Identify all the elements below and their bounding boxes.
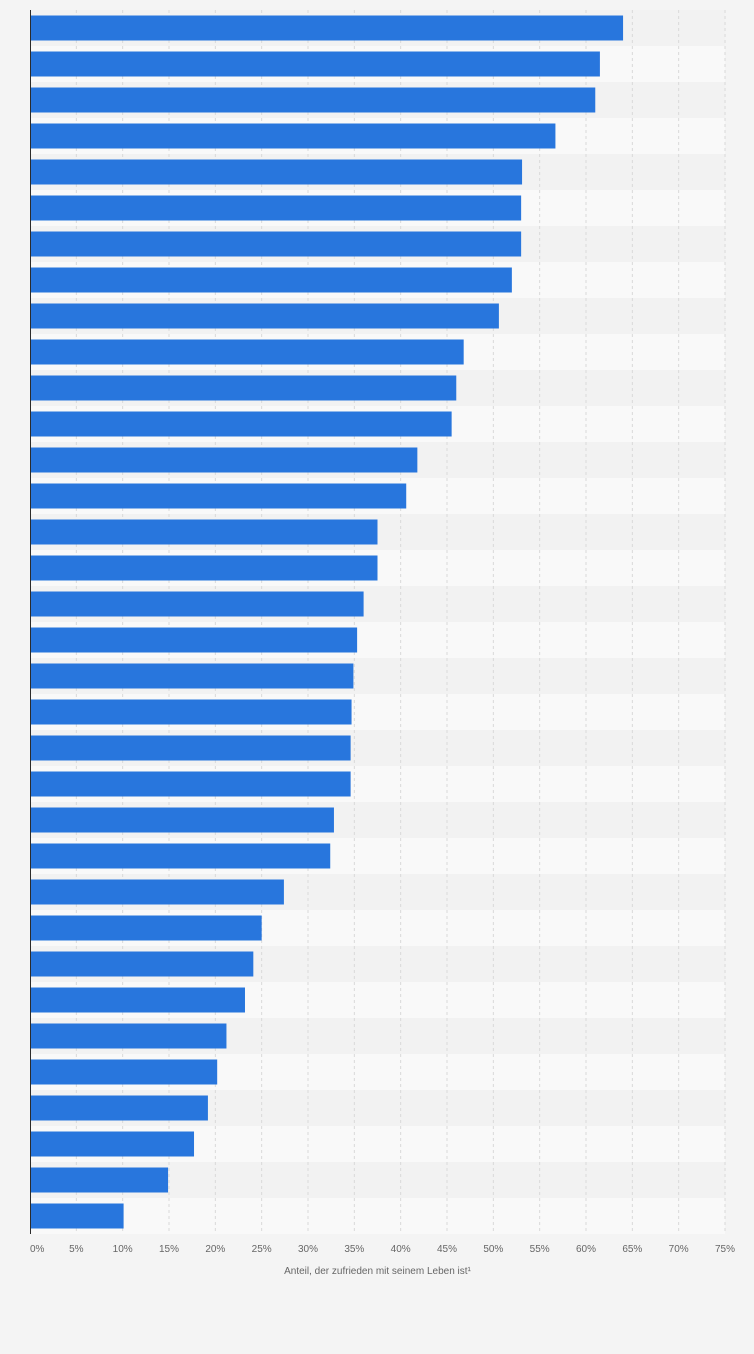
- bar: [30, 303, 499, 329]
- x-tick-label: 50%: [483, 1244, 503, 1255]
- bar: [30, 1095, 208, 1121]
- bar: [30, 159, 523, 185]
- row-bands: [30, 10, 725, 1234]
- bar: [30, 627, 358, 653]
- bar: [30, 1059, 218, 1085]
- bar: [30, 411, 452, 437]
- bar: [30, 879, 284, 905]
- x-tick-label: 55%: [530, 1244, 550, 1255]
- x-tick-label: 0%: [30, 1244, 45, 1255]
- x-tick-label: 10%: [113, 1244, 133, 1255]
- x-tick-label: 65%: [622, 1244, 642, 1255]
- bar: [30, 267, 512, 293]
- bar: [30, 483, 407, 509]
- bar: [30, 195, 522, 221]
- bar: [30, 843, 331, 869]
- x-tick-label: 25%: [252, 1244, 272, 1255]
- bar: [30, 699, 352, 725]
- bar: [30, 375, 457, 401]
- x-tick-label: 60%: [576, 1244, 596, 1255]
- bar: [30, 15, 624, 41]
- bar: [30, 807, 334, 833]
- bar: [30, 735, 351, 761]
- x-tick-label: 5%: [69, 1244, 84, 1255]
- x-tick-label: 15%: [159, 1244, 179, 1255]
- x-axis-label: Anteil, der zufrieden mit seinem Leben i…: [284, 1266, 471, 1277]
- row-band: [30, 1198, 725, 1234]
- x-tick-label: 35%: [344, 1244, 364, 1255]
- x-tick-label: 30%: [298, 1244, 318, 1255]
- x-tick-label: 45%: [437, 1244, 457, 1255]
- bar: [30, 1167, 169, 1193]
- x-tick-label: 75%: [715, 1244, 735, 1255]
- bar: [30, 447, 418, 473]
- bar: [30, 339, 464, 365]
- bar: [30, 771, 351, 797]
- bar: [30, 123, 556, 149]
- bar: [30, 519, 378, 545]
- bar: [30, 951, 254, 977]
- bar: [30, 987, 245, 1013]
- bar: [30, 591, 364, 617]
- x-tick-label: 20%: [205, 1244, 225, 1255]
- bar: [30, 51, 600, 77]
- x-tick-label: 70%: [669, 1244, 689, 1255]
- bar: [30, 1203, 124, 1229]
- bar: [30, 87, 596, 113]
- bars: [30, 15, 624, 1229]
- x-tick-labels: 0% 5% 10% 15% 20% 25% 30% 35% 40% 45% 50% 55% 60% 65%…: [30, 1244, 735, 1255]
- bar: [30, 231, 522, 257]
- bar: [30, 1131, 195, 1157]
- bar: [30, 1023, 227, 1049]
- bar: [30, 555, 378, 581]
- bar: [30, 915, 262, 941]
- x-tick-label: 40%: [391, 1244, 411, 1255]
- bar: [30, 663, 354, 689]
